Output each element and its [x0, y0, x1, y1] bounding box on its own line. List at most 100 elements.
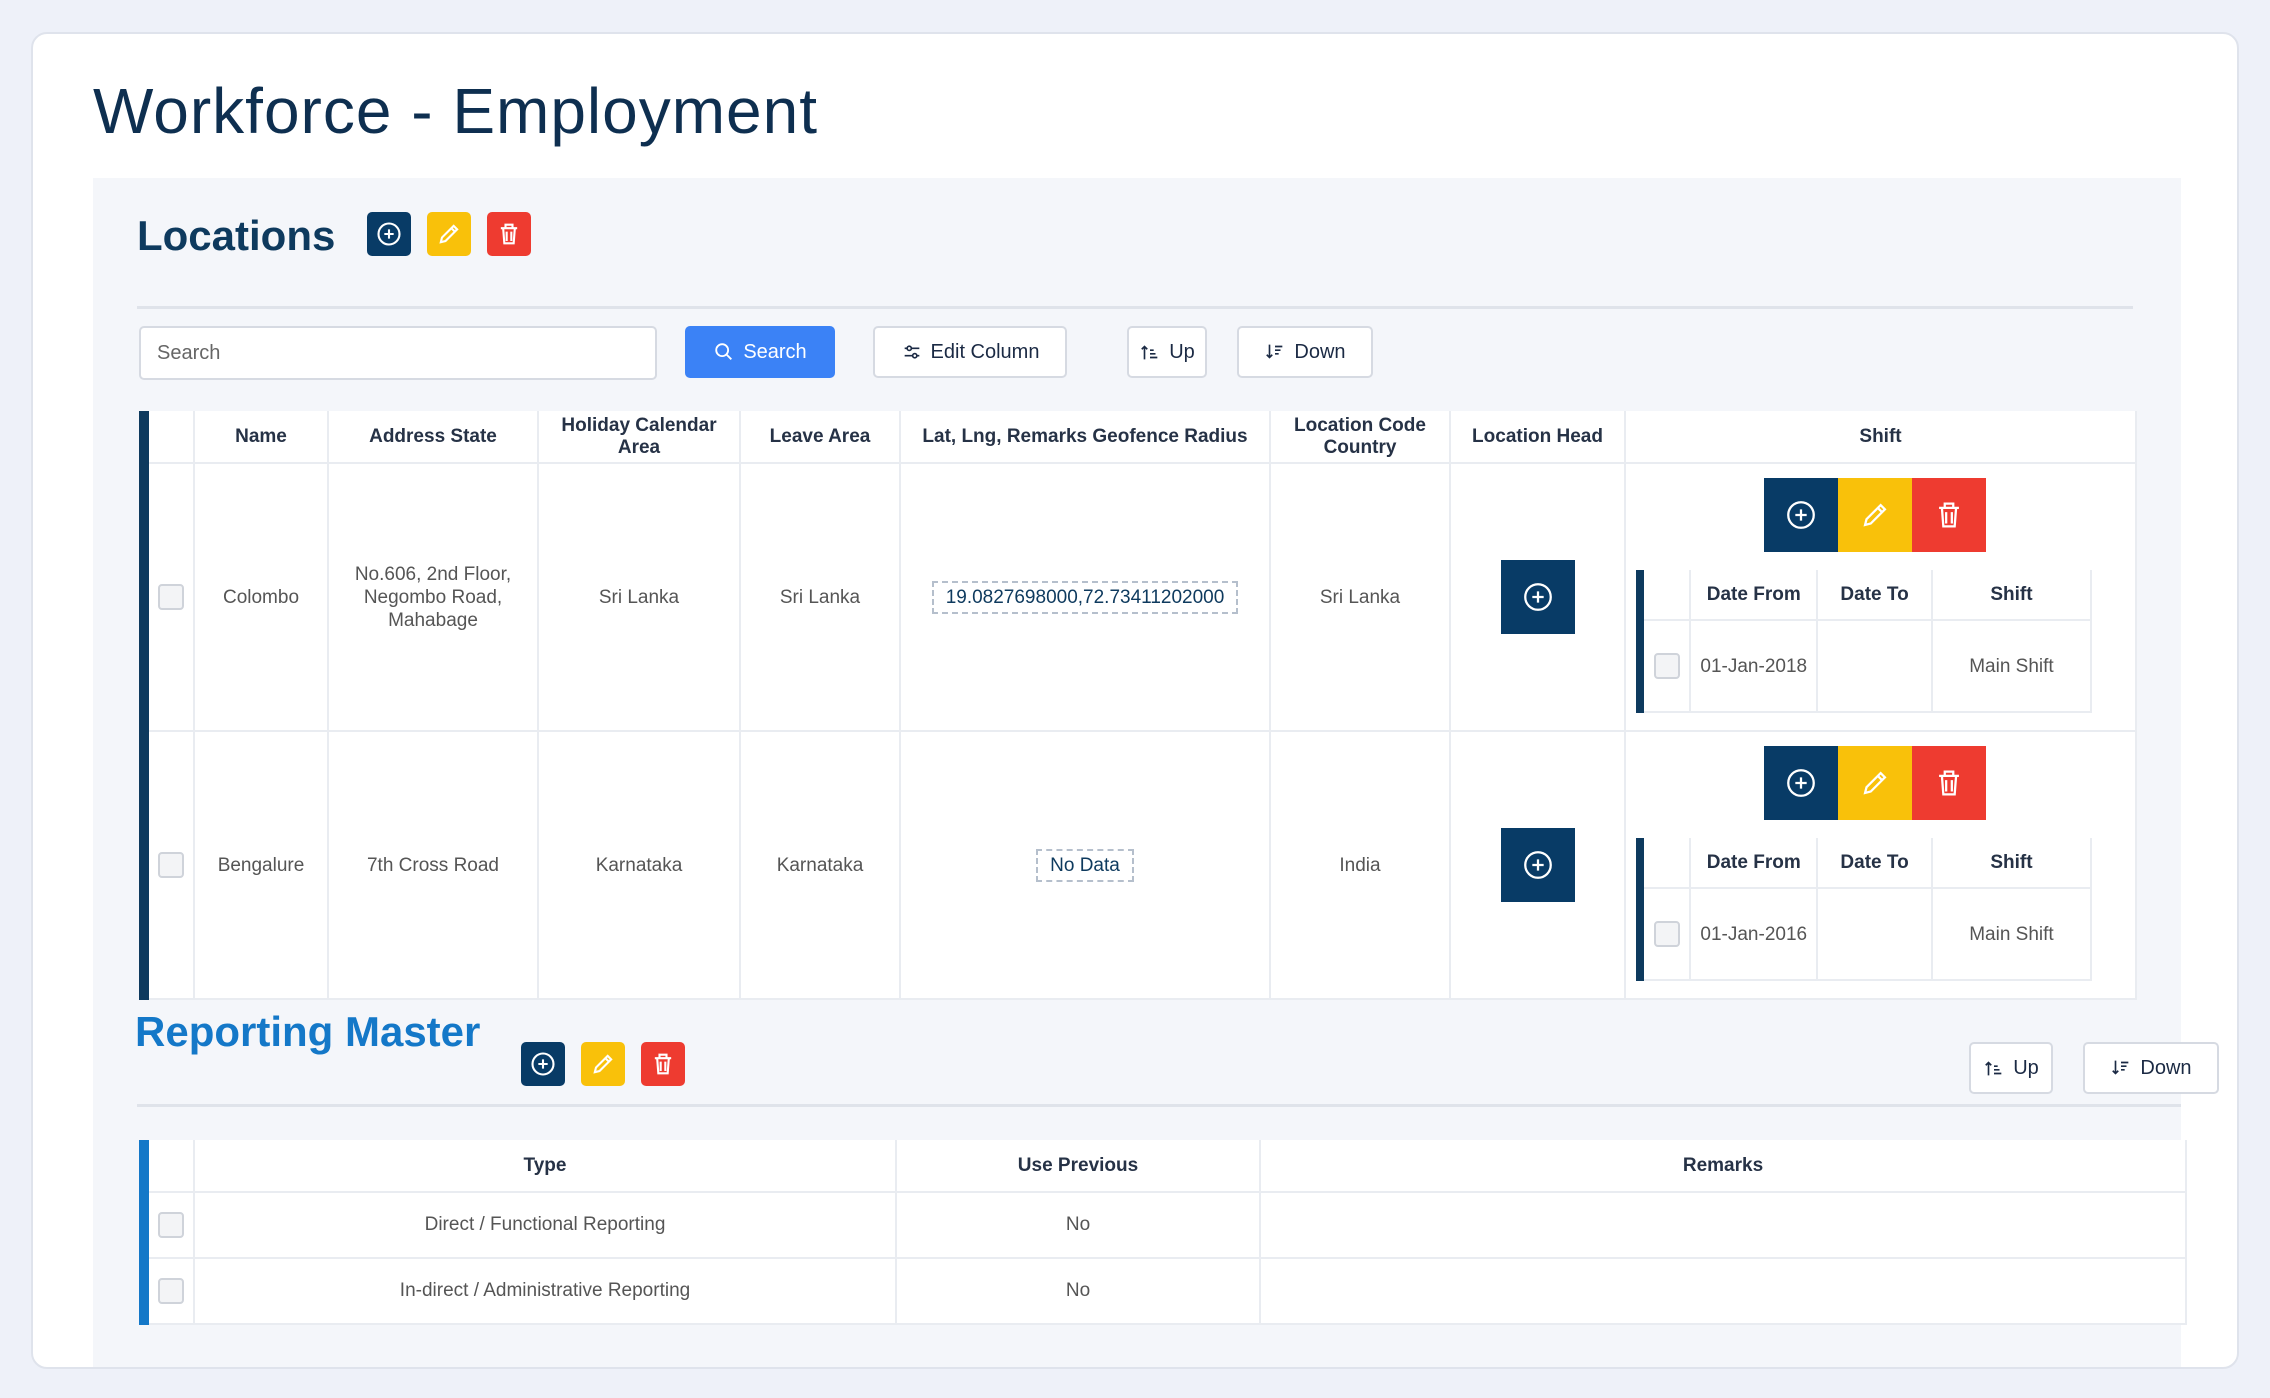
- select-column-header: [144, 1140, 195, 1193]
- pencil-icon: [1863, 771, 1887, 795]
- sliders-icon: [904, 345, 919, 359]
- cell-shift: Date From Date To Shift 01-Jan-2016 Main…: [1625, 731, 2137, 1000]
- shift-header-date-to: Date To: [1817, 570, 1933, 621]
- table-row: Bengalure 7th Cross Road Karnataka Karna…: [144, 731, 2137, 1000]
- edit-column-button[interactable]: Edit Column: [873, 326, 1067, 378]
- trash-icon: [654, 1053, 672, 1075]
- shift-header-date-from: Date From: [1690, 570, 1819, 621]
- shift-add-button[interactable]: [1764, 746, 1838, 820]
- locations-add-button[interactable]: [367, 212, 411, 256]
- column-header-geofence: Lat, Lng, Remarks Geofence Radius: [900, 411, 1271, 464]
- shift-delete-button[interactable]: [1912, 478, 1986, 552]
- locations-edit-button[interactable]: [427, 212, 471, 256]
- add-location-head-button[interactable]: [1500, 828, 1575, 902]
- cell-name: Colombo: [194, 463, 329, 732]
- column-header-name: Name: [194, 411, 329, 464]
- locations-divider: [137, 306, 2133, 309]
- plus-circle-icon: [531, 1052, 555, 1076]
- cell-location-head: [1450, 731, 1626, 1000]
- cell-remarks: [1260, 1258, 2187, 1325]
- shift-select-header: [1640, 838, 1692, 889]
- shift-actions: [1764, 746, 1986, 820]
- shift-date-from: 01-Jan-2018: [1690, 620, 1819, 713]
- shift-add-button[interactable]: [1764, 478, 1838, 552]
- cell-remarks: [1260, 1192, 2187, 1259]
- reporting-up-button[interactable]: Up: [1969, 1042, 2053, 1094]
- shift-row: 01-Jan-2018 Main Shift: [1640, 620, 2093, 713]
- cell-country: Sri Lanka: [1270, 463, 1451, 732]
- shift-table: Date From Date To Shift 01-Jan-2018 Main…: [1636, 570, 2093, 713]
- reporting-down-label: Down: [2140, 1056, 2192, 1079]
- shift-row-checkbox[interactable]: [1653, 921, 1680, 947]
- shift-date-from: 01-Jan-2016: [1690, 888, 1819, 981]
- cell-leave-area: Karnataka: [740, 731, 901, 1000]
- shift-date-to: [1817, 888, 1933, 981]
- geofence-link[interactable]: 19.0827698000,72.73411202000: [931, 580, 1239, 614]
- shift-edit-button[interactable]: [1838, 478, 1912, 552]
- content-panel: Locations Search Search Edit Column Up D…: [93, 178, 2219, 1367]
- pencil-icon: [593, 1054, 613, 1074]
- shift-name: Main Shift: [1931, 888, 2093, 981]
- reporting-divider: [137, 1104, 2181, 1107]
- cell-geofence: 19.0827698000,72.73411202000: [900, 463, 1271, 732]
- cell-geofence: No Data: [900, 731, 1271, 1000]
- plus-circle-icon: [1523, 851, 1552, 879]
- cell-use-previous: No: [896, 1192, 1261, 1259]
- column-header-address-state: Address State: [328, 411, 539, 464]
- table-header-row: Type Use Previous Remarks: [144, 1140, 2187, 1193]
- search-button-label: Search: [743, 340, 807, 363]
- locations-down-button[interactable]: Down: [1237, 326, 1373, 378]
- search-icon: [715, 343, 733, 360]
- reporting-delete-button[interactable]: [641, 1042, 685, 1086]
- trash-icon: [1939, 770, 1959, 796]
- plus-circle-icon: [1787, 769, 1815, 797]
- shift-date-to: [1817, 620, 1933, 713]
- row-checkbox[interactable]: [158, 584, 184, 610]
- row-checkbox[interactable]: [158, 1212, 184, 1238]
- shift-header-date-to: Date To: [1817, 838, 1933, 889]
- sort-up-icon: [1141, 345, 1158, 360]
- cell-address: 7th Cross Road: [328, 731, 539, 1000]
- down-label: Down: [1294, 340, 1346, 363]
- column-header-location-code-country: Location Code Country: [1270, 411, 1451, 464]
- cell-leave-area: Sri Lanka: [740, 463, 901, 732]
- shift-row-checkbox[interactable]: [1653, 653, 1680, 679]
- table-row: Colombo No.606, 2nd Floor, Negombo Road,…: [144, 463, 2137, 732]
- column-header-use-previous: Use Previous: [896, 1140, 1261, 1193]
- row-checkbox[interactable]: [158, 852, 184, 878]
- reporting-add-button[interactable]: [521, 1042, 565, 1086]
- sort-down-icon: [1266, 344, 1283, 359]
- trash-icon: [500, 223, 518, 245]
- reporting-down-button[interactable]: Down: [2083, 1042, 2219, 1094]
- geofence-link[interactable]: No Data: [1036, 848, 1134, 882]
- cell-holiday-area: Sri Lanka: [538, 463, 741, 732]
- cell-type: In-direct / Administrative Reporting: [194, 1258, 897, 1325]
- shift-select-header: [1640, 570, 1692, 621]
- locations-delete-button[interactable]: [487, 212, 531, 256]
- reporting-table: Type Use Previous Remarks Direct / Funct…: [139, 1140, 2187, 1325]
- search-button[interactable]: Search: [685, 326, 835, 378]
- shift-edit-button[interactable]: [1838, 746, 1912, 820]
- shift-header-shift: Shift: [1931, 838, 2093, 889]
- locations-title: Locations: [137, 212, 336, 259]
- column-header-location-head: Location Head: [1450, 411, 1626, 464]
- shift-table: Date From Date To Shift 01-Jan-2016 Main…: [1636, 838, 2093, 981]
- add-location-head-button[interactable]: [1500, 560, 1575, 634]
- plus-circle-icon: [1523, 583, 1552, 611]
- reporting-title: Reporting Master: [135, 1008, 481, 1055]
- reporting-edit-button[interactable]: [581, 1042, 625, 1086]
- column-header-leave-area: Leave Area: [740, 411, 901, 464]
- sort-up-icon: [1985, 1061, 2002, 1076]
- locations-up-button[interactable]: Up: [1127, 326, 1207, 378]
- search-input[interactable]: Search: [139, 326, 657, 380]
- table-row: In-direct / Administrative Reporting No: [144, 1258, 2187, 1325]
- pencil-icon: [1863, 503, 1887, 527]
- shift-delete-button[interactable]: [1912, 746, 1986, 820]
- cell-use-previous: No: [896, 1258, 1261, 1325]
- shift-actions: [1764, 478, 1986, 552]
- shift-header-shift: Shift: [1931, 570, 2093, 621]
- column-header-holiday-calendar-area: Holiday Calendar Area: [538, 411, 741, 464]
- shift-name: Main Shift: [1931, 620, 2093, 713]
- row-checkbox[interactable]: [158, 1278, 184, 1304]
- cell-country: India: [1270, 731, 1451, 1000]
